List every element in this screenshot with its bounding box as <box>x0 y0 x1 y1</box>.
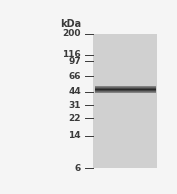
Text: 22: 22 <box>69 114 81 123</box>
Text: 66: 66 <box>69 72 81 81</box>
Text: 14: 14 <box>68 131 81 140</box>
Text: 200: 200 <box>63 29 81 38</box>
Text: 31: 31 <box>69 101 81 110</box>
Text: kDa: kDa <box>60 19 81 29</box>
Text: 116: 116 <box>62 50 81 59</box>
Text: 97: 97 <box>68 57 81 66</box>
Text: 6: 6 <box>75 164 81 173</box>
Text: 44: 44 <box>68 87 81 96</box>
